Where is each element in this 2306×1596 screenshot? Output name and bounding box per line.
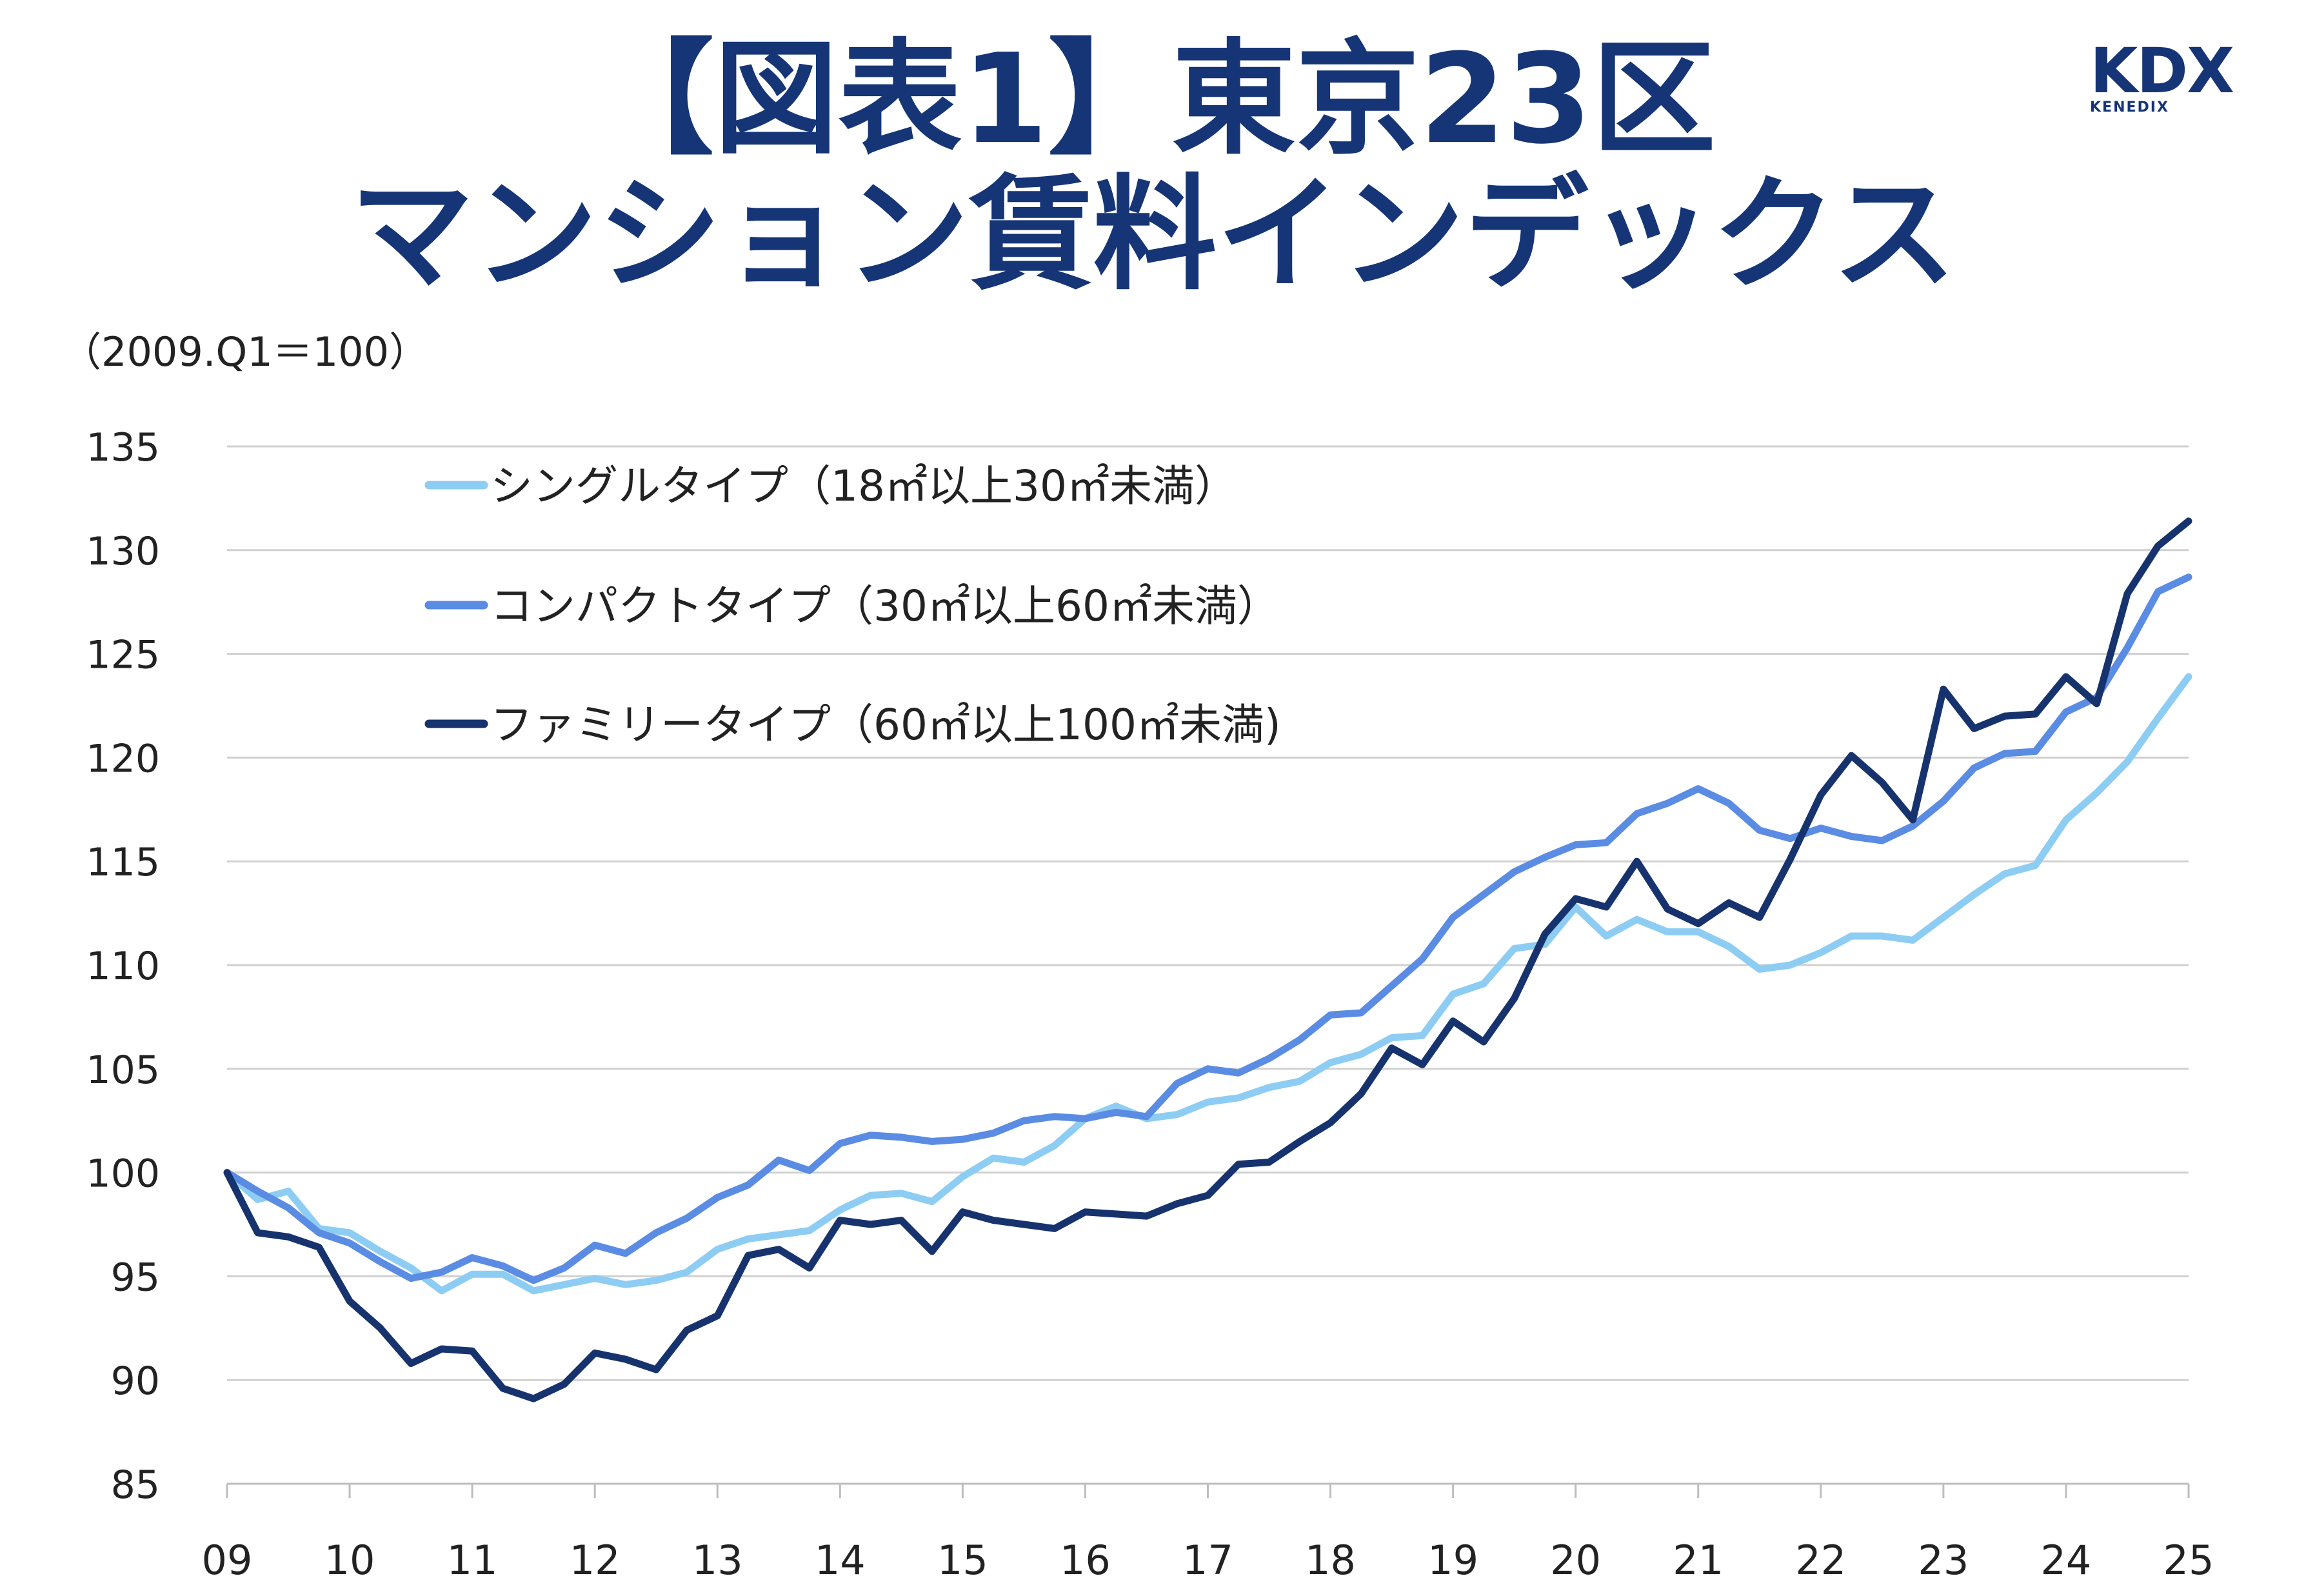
x-tick-label: 11 (447, 1537, 498, 1584)
y-tick-label: 135 (86, 425, 160, 470)
chart-title-line1: 【図表1】東京23区 (590, 28, 1716, 172)
logo-main-text: KDX (2090, 35, 2234, 107)
x-tick-label: 10 (324, 1537, 375, 1584)
y-tick-label: 110 (86, 944, 160, 989)
logo-sub-text: KENEDIX (2090, 99, 2169, 115)
axis-layer: 85 90 95 100 105 110 115 120 125 130 135 09 10 11 12 13… (86, 425, 2214, 1584)
chart-title-line2: マンション賃料インデックス (350, 163, 1956, 307)
x-tick-label: 19 (1427, 1537, 1478, 1584)
y-tick-label: 95 (111, 1255, 160, 1300)
x-tick-label: 22 (1795, 1537, 1846, 1584)
y-tick-label: 85 (111, 1462, 160, 1508)
y-tick-label: 120 (86, 736, 160, 781)
x-tick-label: 23 (1918, 1537, 1969, 1584)
x-tick-label: 15 (937, 1537, 988, 1584)
y-tick-label: 115 (86, 840, 160, 885)
grid-layer (227, 445, 2189, 1381)
x-tick-label: 21 (1673, 1537, 1724, 1584)
x-tick-label: 25 (2163, 1537, 2214, 1584)
x-tick-label: 17 (1182, 1537, 1233, 1584)
y-tick-label: 105 (86, 1048, 160, 1093)
y-axis-unit-label: （2009.Q1＝100） (61, 328, 430, 375)
series-line-1 (223, 673, 2192, 1295)
y-tick-label: 125 (86, 633, 160, 678)
x-tick-label: 20 (1550, 1537, 1601, 1584)
legend-label-3: ファミリータイプ（60㎡以上100㎡未満) (490, 700, 1281, 750)
x-tick-label: 24 (2040, 1537, 2091, 1584)
x-tick-label: 18 (1305, 1537, 1356, 1584)
series-layer (223, 517, 2192, 1402)
x-tick-label: 16 (1060, 1537, 1111, 1584)
series-line-3 (223, 517, 2192, 1402)
legend-label-2: コンパクトタイプ（30㎡以上60㎡未満） (490, 581, 1280, 631)
series-line-2 (223, 574, 2192, 1284)
kenedix-logo: KDX KENEDIX (2090, 35, 2258, 115)
legend-label-1: シングルタイプ（18㎡以上30㎡未満） (490, 461, 1237, 511)
y-tick-label: 90 (111, 1359, 160, 1404)
legend-layer: シングルタイプ（18㎡以上30㎡未満） コンパクトタイプ（30㎡以上60㎡未満） フ… (424, 461, 1281, 750)
x-tick-label: 13 (692, 1537, 743, 1584)
y-tick-label: 100 (86, 1152, 160, 1197)
x-tick-label: 12 (570, 1537, 621, 1584)
y-tick-label: 130 (86, 529, 160, 574)
x-tick-label: 09 (202, 1537, 253, 1584)
x-tick-label: 14 (815, 1537, 866, 1584)
